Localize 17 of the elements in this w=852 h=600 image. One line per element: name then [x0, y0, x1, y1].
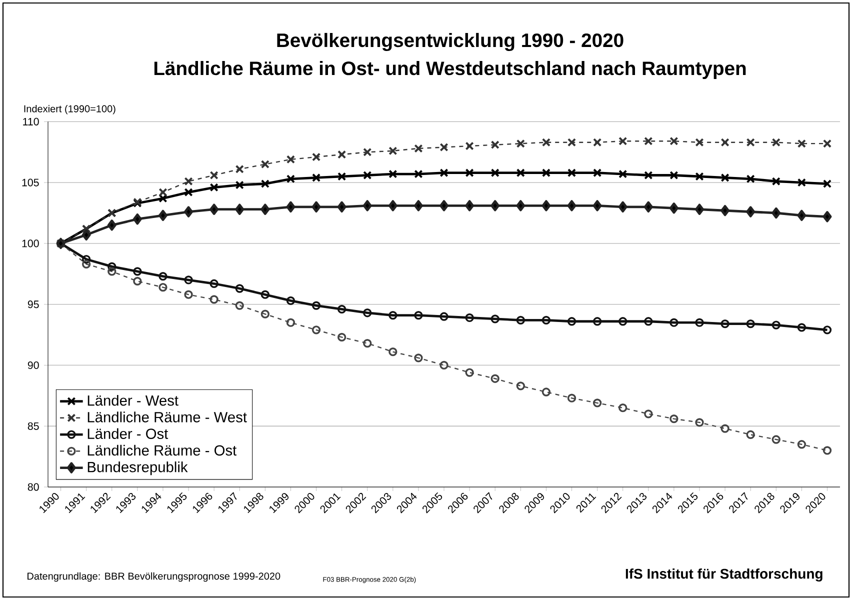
legend-label: Bundesrepublik — [88, 461, 188, 476]
y-axis-title: Indexiert (1990=100) — [24, 104, 116, 114]
y-tick-label: 105 — [22, 178, 39, 186]
y-tick-label: 110 — [23, 118, 39, 126]
legend-label: Ländliche Räume - West — [88, 412, 247, 422]
legend-label: Länder - Ost — [88, 428, 168, 439]
text: IfS Institut für Stadtforschung — [626, 568, 822, 582]
text: Datengrundlage: BBR Bevölkerungsprognose 1999-2020 — [28, 572, 280, 582]
y-tick-label: 90 — [28, 361, 39, 369]
chart-title: Bevölkerungsentwicklung 1990 - 2020 — [277, 32, 624, 52]
y-tick-label: 85 — [28, 422, 39, 430]
y-tick-label: 100 — [22, 240, 39, 248]
y-tick-label: 95 — [28, 300, 39, 308]
legend-label: Länder - West — [88, 394, 178, 406]
chart-subtitle: Ländliche Räume in Ost- und Westdeutschland nach Raumtypen — [154, 60, 746, 80]
y-tick-label: 80 — [28, 483, 39, 491]
legend-label: Ländliche Räume - Ost — [88, 444, 237, 456]
